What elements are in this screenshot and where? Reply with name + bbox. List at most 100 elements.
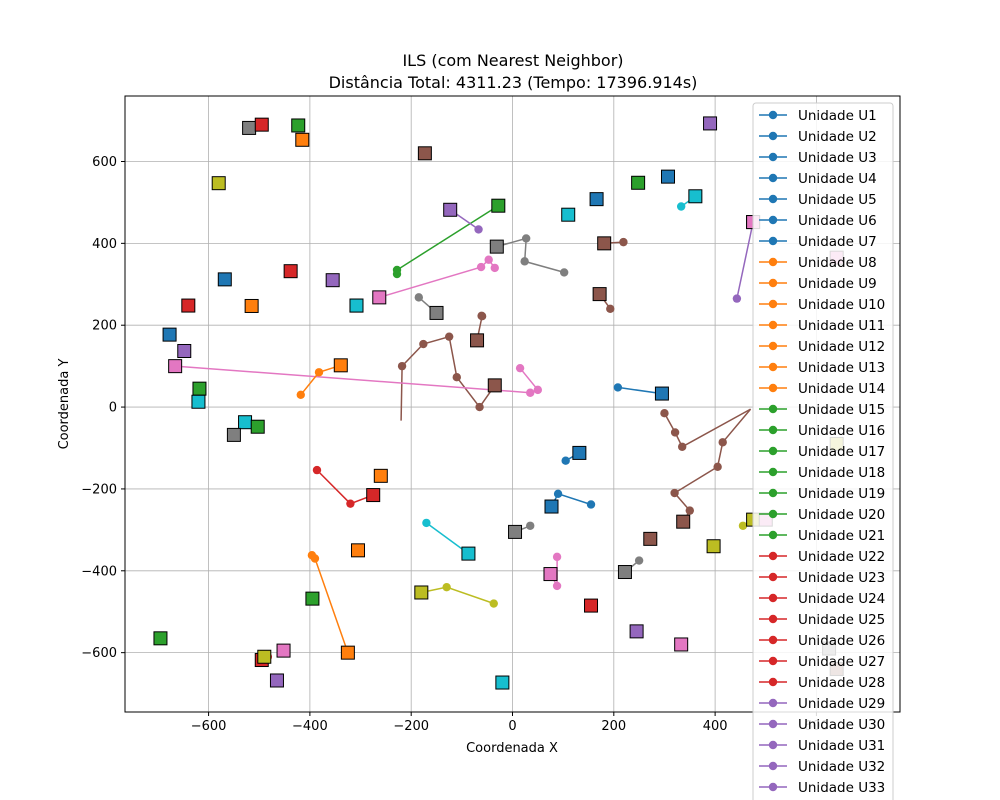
route-point: [718, 438, 727, 447]
route-point: [515, 363, 525, 373]
unit-square-marker: [417, 146, 432, 161]
route-point: [452, 372, 461, 382]
unit-square-marker: [544, 499, 559, 514]
legend-label: Unidade U24: [798, 591, 885, 607]
legend-label: Unidade U3: [798, 150, 877, 166]
route-point: [474, 225, 483, 234]
route-point: [312, 465, 322, 475]
legend-marker: [768, 173, 778, 183]
unit-square-marker: [508, 524, 523, 539]
legend-marker: [768, 614, 778, 624]
legend-marker: [768, 278, 778, 288]
route-point: [738, 521, 748, 530]
route-point: [685, 506, 694, 515]
route-line: [379, 258, 496, 299]
legend-marker: [768, 383, 778, 393]
route-point: [561, 456, 570, 465]
unit-square-marker: [325, 273, 340, 288]
legend-marker: [768, 551, 778, 561]
unit-square-marker: [257, 649, 272, 664]
legend-label: Unidade U16: [798, 423, 885, 439]
legend-label: Unidade U5: [798, 192, 877, 208]
legend-marker: [768, 362, 778, 372]
unit-square-marker: [597, 236, 612, 251]
route-point: [670, 488, 679, 498]
unit-square-marker: [333, 358, 348, 373]
route-point: [475, 402, 484, 412]
y-tick-label: −200: [81, 482, 117, 497]
route-point: [586, 500, 596, 509]
legend-label: Unidade U28: [798, 675, 885, 691]
legend-label: Unidade U26: [798, 633, 885, 649]
route-point: [676, 202, 686, 211]
unit-square-marker: [244, 298, 259, 313]
route-point: [307, 551, 317, 560]
route-point: [422, 518, 431, 528]
legend-marker: [768, 782, 778, 792]
legend-marker: [768, 425, 778, 435]
route-point: [444, 332, 454, 341]
unit-square-marker: [443, 202, 458, 217]
unit-square-marker: [572, 445, 587, 460]
legend-marker: [768, 488, 778, 498]
route-point: [732, 294, 742, 303]
legend-label: Unidade U1: [798, 108, 877, 124]
route-point: [606, 304, 615, 314]
legend-marker: [768, 194, 778, 204]
legend-marker: [768, 635, 778, 645]
legend-label: Unidade U9: [798, 276, 877, 292]
legend-label: Unidade U4: [798, 171, 877, 187]
unit-square-marker: [242, 120, 257, 135]
legend-label: Unidade U8: [798, 255, 877, 271]
route-point: [346, 499, 355, 508]
unit-square-marker: [291, 118, 306, 133]
unit-square-marker: [366, 488, 381, 503]
unit-square-marker: [489, 239, 504, 254]
legend-marker: [768, 110, 778, 120]
legend-label: Unidade U32: [798, 759, 885, 775]
legend-marker: [768, 404, 778, 414]
unit-square-marker: [250, 419, 265, 434]
unit-square-marker: [703, 116, 718, 131]
unit-square-marker: [181, 298, 196, 313]
x-tick-label: −200: [393, 719, 429, 734]
legend-label: Unidade U6: [798, 213, 877, 229]
legend-label: Unidade U19: [798, 486, 885, 502]
route-point: [419, 339, 428, 349]
legend-label: Unidade U30: [798, 717, 885, 733]
x-axis-label: Coordenada X: [466, 741, 558, 756]
x-tick-label: 400: [703, 719, 728, 734]
unit-square-marker: [238, 415, 253, 430]
unit-square-marker: [295, 132, 310, 147]
unit-square-marker: [372, 290, 387, 305]
legend-marker: [768, 719, 778, 729]
unit-square-marker: [643, 531, 658, 546]
y-tick-label: −400: [81, 564, 117, 579]
route-lines: [175, 195, 754, 661]
route-point: [660, 409, 669, 418]
y-tick-label: 0: [109, 401, 117, 416]
route-point: [314, 368, 324, 377]
route-point: [521, 234, 531, 243]
chart-subtitle: Distância Total: 4311.23 (Tempo: 17396.9…: [329, 73, 698, 92]
legend-label: Unidade U7: [798, 234, 877, 250]
legend-label: Unidade U33: [798, 780, 885, 796]
route-point: [442, 582, 451, 592]
unit-square-marker: [584, 598, 599, 613]
legend-marker: [768, 131, 778, 141]
route-line: [617, 386, 663, 395]
unit-square-marker: [589, 192, 604, 207]
legend-label: Unidade U25: [798, 612, 885, 628]
route-point: [677, 442, 687, 451]
unit-square-marker: [414, 585, 429, 600]
unit-square-marker: [617, 565, 632, 580]
y-tick-label: 200: [92, 319, 117, 334]
legend-marker: [768, 593, 778, 603]
legend-marker: [768, 341, 778, 351]
route-point: [296, 390, 305, 399]
unit-square-marker: [177, 343, 192, 358]
route-point: [553, 489, 563, 499]
x-tick-label: −600: [191, 719, 227, 734]
route-line: [736, 221, 754, 299]
